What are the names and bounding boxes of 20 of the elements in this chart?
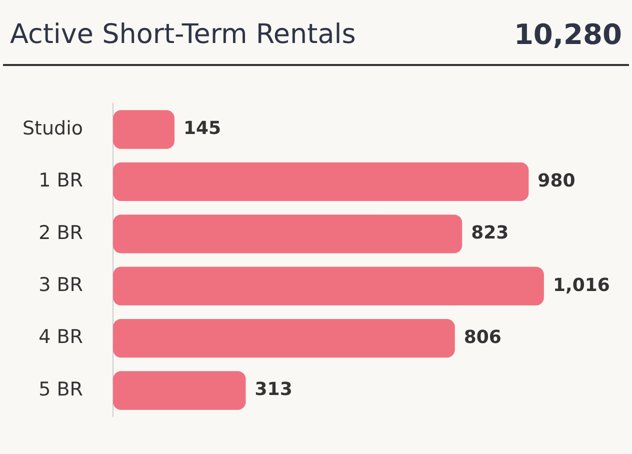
y-tick-label: 2 BR — [38, 222, 83, 244]
data-label: 980 — [538, 170, 576, 192]
data-label: 1,016 — [552, 274, 610, 296]
data-label: 145 — [184, 118, 222, 140]
data-label: 823 — [471, 222, 509, 244]
bar — [113, 110, 175, 149]
y-tick-label: 3 BR — [38, 274, 83, 296]
data-label: 313 — [254, 379, 292, 400]
y-tick-label: 1 BR — [38, 170, 83, 192]
y-tick-label: Studio — [22, 117, 83, 140]
y-tick-label: 4 BR — [38, 326, 83, 348]
bar — [113, 214, 462, 254]
data-label: 806 — [464, 326, 502, 348]
bar — [113, 371, 246, 410]
bar — [113, 162, 529, 202]
text: 10,280 — [514, 18, 622, 50]
bar — [113, 318, 455, 358]
bar — [113, 266, 544, 306]
chart-title: Active Short-Term Rentals — [10, 18, 356, 50]
y-tick-label: 5 BR — [38, 378, 83, 400]
